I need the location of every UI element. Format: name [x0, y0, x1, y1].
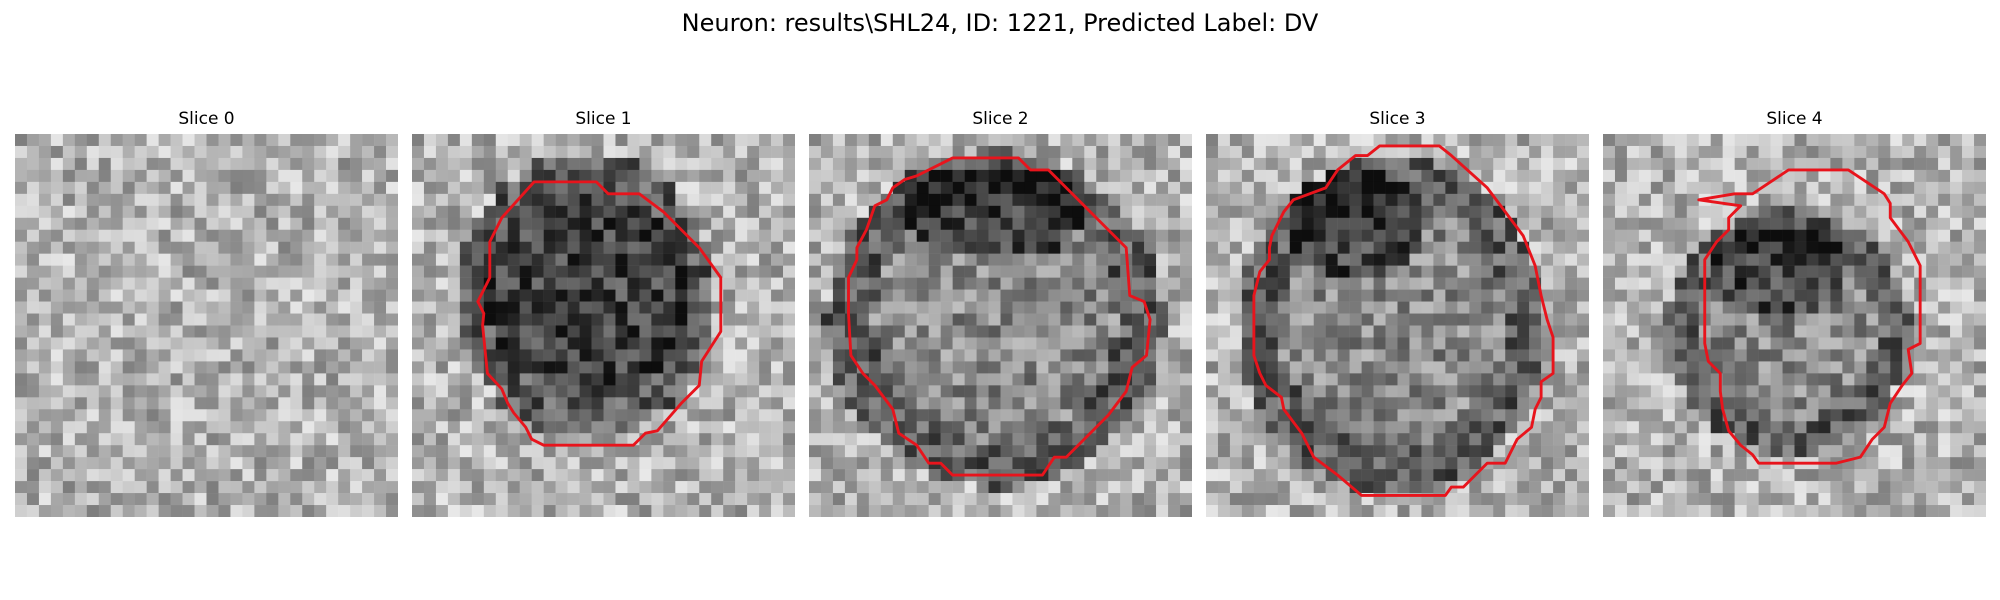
slice-image [412, 134, 795, 517]
slice-title: Slice 1 [575, 109, 632, 129]
pixel-grid [15, 134, 398, 517]
neuron-contour [1252, 144, 1555, 497]
slice-title: Slice 0 [178, 109, 235, 129]
slice-image [1603, 134, 1986, 517]
slice-image [809, 134, 1192, 517]
neuron-contour [1697, 168, 1922, 465]
pixel-grid [1603, 134, 1986, 517]
neuron-contour [476, 180, 723, 447]
figure-title: Neuron: results\SHL24, ID: 1221, Predict… [681, 9, 1319, 37]
slice-title: Slice 2 [972, 109, 1029, 129]
slice-title: Slice 3 [1369, 109, 1426, 129]
slice-title: Slice 4 [1766, 109, 1823, 129]
neuron-contour [847, 156, 1152, 477]
slice-image [1206, 134, 1589, 517]
pixel-grid [809, 134, 1192, 517]
pixel-grid [1206, 134, 1589, 517]
pixel-grid [412, 134, 795, 517]
slice-image [15, 134, 398, 517]
